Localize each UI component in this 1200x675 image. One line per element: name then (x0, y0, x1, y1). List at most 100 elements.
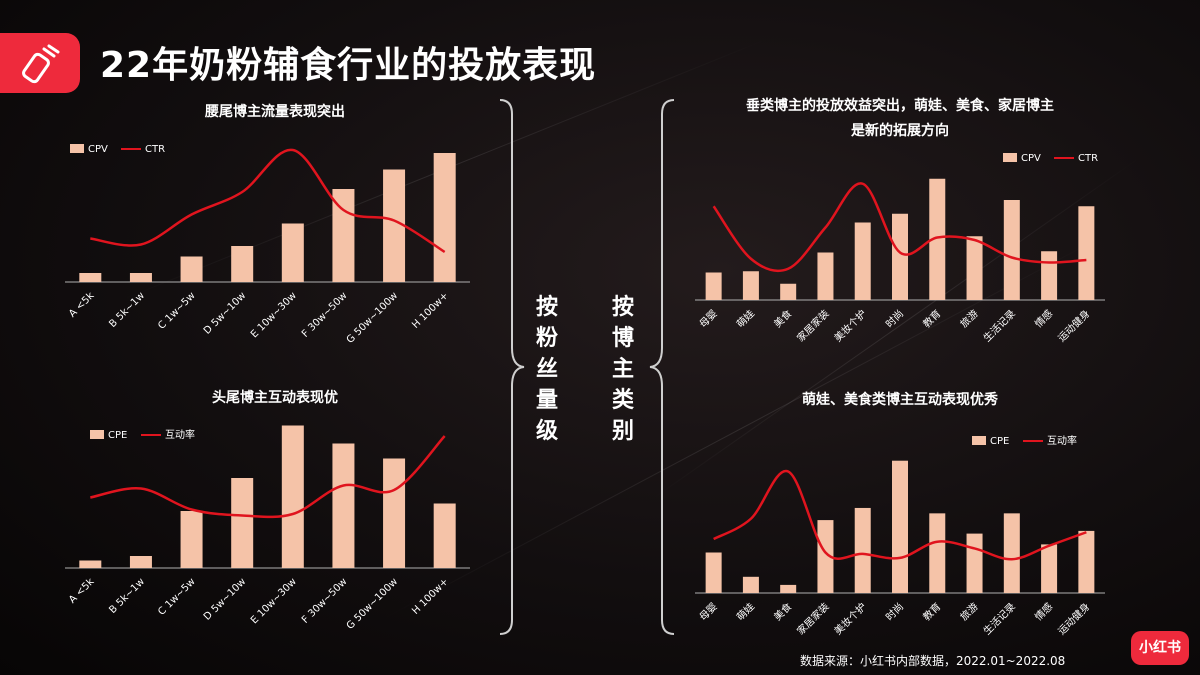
x-tick-label: A <5k (67, 290, 97, 320)
legend-label-bar: CPV (88, 144, 108, 155)
legend-label-line: CTR (145, 144, 165, 155)
x-tick-label: 美妆个护 (831, 600, 868, 637)
group-label-by-category: 按博主类别 (611, 295, 634, 444)
legend-swatch-bar (90, 430, 104, 439)
bar-cpe-6 (383, 458, 406, 568)
bar-cpv-4 (281, 223, 304, 282)
bar-cpe-0 (79, 560, 102, 568)
bar-cpe-10 (1078, 530, 1095, 593)
x-tick-label: E 10w~30w (249, 290, 299, 340)
x-tick-label: 家居家装 (794, 307, 831, 344)
x-tick-label: G 50w~100w (345, 290, 400, 345)
bottle-icon (22, 44, 60, 84)
bar-cpe-1 (129, 556, 152, 568)
x-tick-label: 萌娃 (734, 307, 757, 330)
x-tick-label: 母婴 (697, 308, 720, 331)
series-line-2 (712, 182, 1087, 273)
x-tick-label: 情感 (1032, 600, 1055, 623)
chart-title-fans-traffic: 腰尾博主流量表现突出 (205, 104, 345, 120)
x-tick-label: 家居家装 (794, 600, 831, 637)
x-tick-label: E 10w~30w (249, 576, 299, 626)
x-tick-label: C 1w~5w (156, 290, 197, 331)
x-tick-label: 萌娃 (734, 600, 757, 623)
bar-cpv-8 (1003, 200, 1020, 300)
bar-cpv-2 (780, 283, 797, 300)
legend-swatch-bar (1003, 153, 1017, 162)
x-tick-label: H 100w+ (410, 290, 451, 331)
chart-category-traffic: 母婴 萌娃 美食 家居家装 美妆个护 时尚 教育 旅游 生活记录 情感 运动健身 CPV CTR (695, 153, 1105, 344)
x-tick-label: B 5k~1w (107, 290, 147, 330)
x-tick-label: 母婴 (697, 601, 720, 624)
bar-cpe-2 (180, 511, 203, 568)
bar-cpe-9 (1041, 544, 1058, 593)
x-tick-label: H 100w+ (410, 576, 451, 617)
x-tick-label: 美妆个护 (831, 307, 868, 344)
legend-swatch-bar (70, 144, 84, 153)
bar-cpv-6 (929, 178, 946, 300)
legend-label-line: 互动率 (1047, 434, 1077, 447)
chart-title-category-interaction: 萌娃、美食类博主互动表现优秀 (802, 392, 998, 408)
bar-cpv-0 (79, 273, 102, 282)
bar-cpe-3 (231, 478, 254, 568)
legend-label-bar: CPE (990, 436, 1009, 447)
x-tick-label: 教育 (920, 307, 943, 330)
x-tick-label: 旅游 (957, 307, 980, 330)
bar-cpv-7 (966, 236, 983, 300)
bar-cpv-9 (1041, 251, 1058, 300)
bar-cpv-6 (383, 169, 406, 282)
legend-label-line: 互动率 (165, 428, 195, 441)
legend-label-bar: CPV (1021, 153, 1041, 164)
x-tick-label: F 30w~50w (300, 290, 350, 340)
chart-title-category-traffic: 垂类博主的投放效益突出，萌娃、美食、家居博主 是新的拓展方向 (746, 98, 1054, 139)
bar-cpe-7 (966, 533, 983, 593)
series-line-1 (90, 435, 446, 519)
x-tick-label: 旅游 (957, 600, 980, 623)
x-tick-label: 运动健身 (1055, 307, 1092, 344)
series-line-0 (90, 148, 446, 254)
x-tick-label: C 1w~5w (156, 576, 197, 617)
bar-cpv-4 (854, 222, 871, 300)
bar-cpe-2 (780, 584, 797, 593)
x-tick-label: 生活记录 (980, 307, 1017, 344)
x-tick-label: 美食 (771, 600, 794, 623)
x-tick-label: 时尚 (883, 307, 906, 330)
x-tick-label: 教育 (920, 600, 943, 623)
bar-cpv-2 (180, 256, 203, 282)
x-tick-label: 时尚 (883, 600, 906, 623)
bar-cpv-1 (129, 273, 152, 282)
page-title: 22年奶粉辅食行业的投放表现 (100, 45, 597, 86)
bar-cpe-6 (929, 513, 946, 593)
x-tick-label: B 5k~1w (107, 576, 147, 616)
legend-swatch-bar (972, 436, 986, 445)
bar-cpe-5 (332, 443, 355, 568)
legend-label-line: CTR (1078, 153, 1098, 164)
x-tick-label: 生活记录 (980, 600, 1017, 637)
series-line-3 (713, 470, 1087, 561)
x-tick-label: A <5k (67, 576, 97, 606)
bar-cpe-4 (854, 507, 871, 593)
bar-cpe-8 (1003, 513, 1020, 593)
bar-cpe-5 (892, 460, 908, 593)
x-tick-label: D 5w~10w (202, 290, 248, 336)
bar-cpv-0 (705, 272, 722, 300)
chart-category-interaction: 母婴 萌娃 美食 家居家装 美妆个护 时尚 教育 旅游 生活记录 情感 运动健身 CPE 互动率 (695, 434, 1105, 637)
brace-right (649, 99, 675, 635)
bar-cpv-5 (892, 213, 908, 300)
x-tick-label: F 30w~50w (300, 576, 350, 626)
bar-cpe-3 (817, 520, 834, 593)
group-label-by-fans: 按粉丝量级 (535, 295, 558, 444)
bar-cpv-1 (742, 271, 759, 300)
brand-logo: 小红书 (1131, 631, 1189, 665)
bar-cpe-7 (433, 503, 456, 568)
bar-cpe-0 (705, 552, 722, 593)
x-tick-label: G 50w~100w (345, 576, 400, 631)
chart-fans-interaction: A <5k B 5k~1w C 1w~5w D 5w~10w E 10w~30w F 30… (65, 425, 470, 632)
data-source-note: 数据来源：小红书内部数据，2022.01~2022.08 (800, 654, 1066, 668)
legend-label-bar: CPE (108, 430, 127, 441)
bar-cpv-10 (1078, 206, 1095, 300)
logo-badge (0, 33, 80, 93)
x-tick-label: 运动健身 (1055, 600, 1092, 637)
bar-cpv-3 (231, 246, 254, 282)
bar-cpv-7 (433, 153, 456, 282)
x-tick-label: D 5w~10w (202, 576, 248, 622)
